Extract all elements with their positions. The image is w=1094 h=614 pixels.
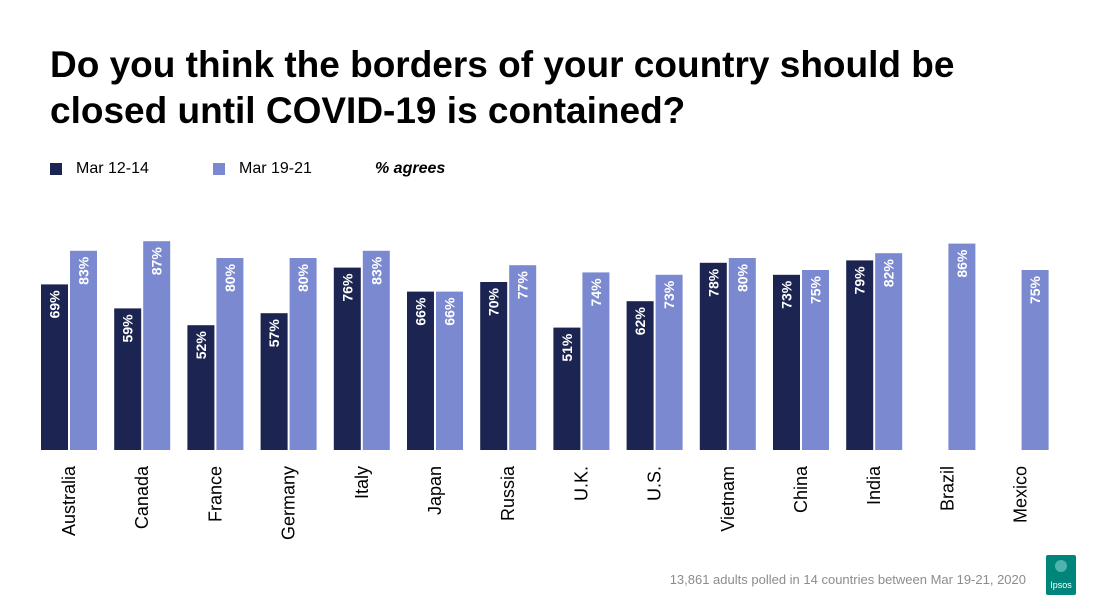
data-label: 75% bbox=[808, 275, 824, 304]
data-label: 76% bbox=[339, 273, 355, 302]
legend-label-series-1: Mar 12-14 bbox=[76, 160, 149, 177]
bar-mar-19-21 bbox=[70, 250, 97, 450]
data-label: 73% bbox=[779, 280, 795, 309]
data-label: 66% bbox=[413, 297, 429, 326]
data-label: 80% bbox=[222, 263, 238, 292]
x-tick-label: Canada bbox=[132, 465, 152, 529]
footnote: 13,861 adults polled in 14 countries bet… bbox=[669, 572, 1026, 587]
data-label: 78% bbox=[705, 268, 721, 297]
bar-mar-19-21 bbox=[289, 258, 317, 450]
legend-note: % agrees bbox=[375, 160, 446, 177]
bar-mar-19-21 bbox=[875, 253, 903, 450]
bar-mar-12-14 bbox=[407, 291, 434, 450]
bar-mar-12-14 bbox=[333, 267, 361, 450]
x-tick-label: Germany bbox=[279, 466, 299, 540]
bar-mar-12-14 bbox=[846, 260, 874, 450]
data-label: 82% bbox=[881, 259, 897, 288]
data-label: 66% bbox=[442, 297, 458, 326]
x-tick-label: Brazil bbox=[937, 466, 957, 511]
data-label: 51% bbox=[559, 333, 575, 362]
bar-mar-19-21 bbox=[436, 291, 463, 450]
bar-mar-12-14 bbox=[114, 308, 142, 450]
data-label: 69% bbox=[47, 290, 63, 319]
x-tick-label: U.K. bbox=[571, 466, 591, 501]
x-tick-label: Vietnam bbox=[718, 466, 738, 532]
x-tick-label: Japan bbox=[425, 466, 445, 515]
data-label: 80% bbox=[295, 263, 311, 292]
data-label: 86% bbox=[954, 249, 970, 278]
x-tick-label: Australia bbox=[59, 465, 79, 536]
bar-mar-19-21 bbox=[362, 250, 390, 450]
bar-mar-12-14 bbox=[773, 274, 800, 450]
bar-mar-19-21 bbox=[655, 274, 683, 450]
data-label: 75% bbox=[1027, 275, 1043, 304]
bar-mar-19-21 bbox=[509, 265, 537, 450]
data-label: 70% bbox=[486, 287, 502, 316]
x-tick-label: U.S. bbox=[645, 466, 665, 501]
legend-item-series-1: Mar 12-14 bbox=[50, 160, 149, 178]
data-label: 62% bbox=[632, 307, 648, 336]
bar-mar-19-21 bbox=[802, 270, 829, 450]
data-label: 52% bbox=[193, 331, 209, 360]
bar-mar-12-14 bbox=[480, 282, 508, 450]
bar-mar-12-14 bbox=[626, 301, 654, 450]
bar-mar-19-21 bbox=[582, 272, 610, 450]
data-label: 79% bbox=[852, 266, 868, 295]
data-label: 87% bbox=[149, 247, 165, 276]
legend-item-series-2: Mar 19-21 bbox=[213, 160, 312, 178]
x-tick-label: India bbox=[864, 465, 884, 505]
legend-swatch-series-1 bbox=[50, 163, 62, 175]
bar-mar-19-21 bbox=[1021, 270, 1049, 450]
bar-mar-19-21 bbox=[143, 241, 171, 450]
x-tick-label: Russia bbox=[498, 465, 518, 521]
data-label: 83% bbox=[368, 256, 384, 285]
data-label: 80% bbox=[734, 263, 750, 292]
bar-mar-19-21 bbox=[216, 258, 244, 450]
legend-label-series-2: Mar 19-21 bbox=[239, 160, 312, 177]
x-tick-label: Mexico bbox=[1011, 466, 1031, 523]
logo-text: Ipsos bbox=[1050, 580, 1072, 590]
data-label: 57% bbox=[266, 319, 282, 348]
bar-mar-19-21 bbox=[728, 258, 756, 450]
data-label: 59% bbox=[120, 314, 136, 343]
bar-mar-19-21 bbox=[948, 243, 976, 450]
x-tick-label: Italy bbox=[352, 466, 372, 499]
bar-mar-12-14 bbox=[699, 262, 727, 450]
x-tick-label: China bbox=[791, 465, 811, 513]
bar-mar-12-14 bbox=[187, 325, 215, 450]
bar-mar-12-14 bbox=[41, 284, 68, 450]
logo-mark bbox=[1055, 560, 1067, 572]
x-tick-label: France bbox=[205, 466, 225, 522]
legend-swatch-series-2 bbox=[213, 163, 225, 175]
bar-mar-12-14 bbox=[260, 313, 288, 450]
bar-mar-12-14 bbox=[553, 327, 581, 450]
chart-title: Do you think the borders of your country… bbox=[50, 44, 955, 131]
data-label: 83% bbox=[76, 256, 92, 285]
data-label: 77% bbox=[515, 271, 531, 300]
ipsos-logo: Ipsos bbox=[1046, 555, 1076, 595]
data-label: 74% bbox=[588, 278, 604, 307]
data-label: 73% bbox=[661, 280, 677, 309]
